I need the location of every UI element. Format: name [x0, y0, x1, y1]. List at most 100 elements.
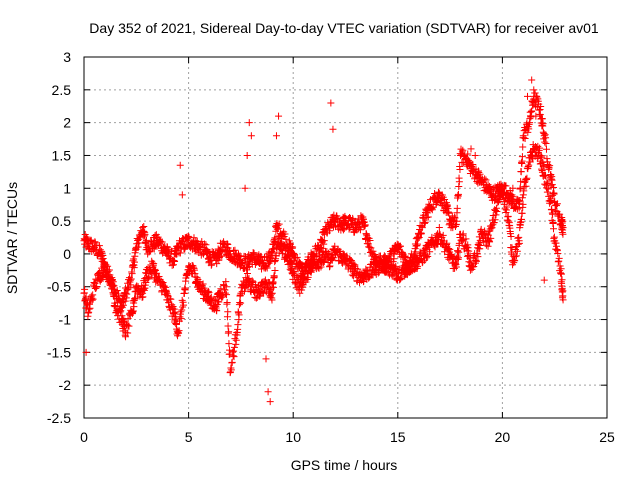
x-tick-label: 20	[495, 429, 511, 445]
data-point	[519, 200, 527, 208]
data-point	[472, 257, 480, 265]
data-point	[280, 242, 288, 250]
data-point	[544, 185, 552, 193]
data-point	[129, 307, 137, 315]
data-point	[298, 286, 306, 294]
data-point	[366, 243, 374, 251]
data-point	[102, 261, 110, 269]
data-point	[435, 223, 443, 231]
data-point	[327, 99, 335, 107]
data-point	[142, 236, 150, 244]
data-point	[536, 144, 544, 152]
data-point	[517, 168, 525, 176]
data-point	[459, 230, 467, 238]
data-point	[481, 175, 489, 183]
data-point	[264, 388, 272, 396]
data-point	[145, 273, 153, 281]
data-point	[218, 252, 226, 260]
data-point	[451, 214, 459, 222]
chart-title: Day 352 of 2021, Sidereal Day-to-day VTE…	[89, 20, 599, 36]
data-point	[465, 247, 473, 255]
data-point	[224, 308, 232, 316]
data-point	[452, 263, 460, 271]
data-point	[99, 255, 107, 263]
data-point	[281, 230, 289, 238]
data-point	[199, 280, 207, 288]
data-point	[501, 205, 509, 213]
data-point	[550, 190, 558, 198]
data-point	[559, 230, 567, 238]
data-point	[142, 269, 150, 277]
data-point	[539, 158, 547, 166]
data-point	[418, 224, 426, 232]
data-point	[550, 225, 558, 233]
data-point	[509, 184, 517, 192]
data-point	[486, 238, 494, 246]
data-point	[420, 246, 428, 254]
data-point	[266, 398, 274, 406]
data-point	[131, 295, 139, 303]
y-tick-label: 1	[63, 180, 71, 196]
data-point	[213, 307, 221, 315]
data-point	[215, 298, 223, 306]
data-point	[532, 112, 540, 120]
data-point	[318, 244, 326, 252]
data-point	[290, 249, 298, 257]
data-point	[464, 150, 472, 158]
data-point	[512, 252, 520, 260]
data-point	[482, 241, 490, 249]
data-point	[414, 240, 422, 248]
data-point	[455, 248, 463, 256]
data-point	[454, 247, 462, 255]
data-point	[275, 220, 283, 228]
data-point	[454, 190, 462, 198]
data-point	[93, 283, 101, 291]
data-point	[511, 253, 519, 261]
data-point	[320, 257, 328, 265]
data-point	[95, 242, 103, 250]
data-point	[166, 295, 174, 303]
data-point	[543, 188, 551, 196]
data-point	[150, 260, 158, 268]
data-point	[539, 120, 547, 128]
data-point	[263, 264, 271, 272]
data-point	[500, 181, 508, 189]
data-point	[81, 285, 89, 293]
data-point	[128, 270, 136, 278]
x-tick-label: 5	[185, 429, 193, 445]
data-point	[455, 183, 463, 191]
data-point	[356, 226, 364, 234]
data-point	[221, 289, 229, 297]
data-point	[119, 301, 127, 309]
data-point	[136, 233, 144, 241]
data-point	[237, 299, 245, 307]
y-tick-label: 0.5	[52, 213, 72, 229]
data-point	[547, 197, 555, 205]
data-point	[127, 281, 135, 289]
data-point	[113, 286, 121, 294]
y-tick-label: 2	[63, 115, 71, 131]
x-axis-label: GPS time / hours	[291, 457, 398, 473]
axes: 0 5 10 15 20 25 -2.5 -2 -1.5 -1 -0.5 0 0.5 1 1.5 2 2.5 3	[47, 49, 615, 445]
data-point	[538, 153, 546, 161]
data-point	[223, 299, 231, 307]
data-point	[222, 243, 230, 251]
x-tick-label: 10	[285, 429, 301, 445]
y-tick-label: -1.5	[47, 344, 71, 360]
data-point	[541, 138, 549, 146]
data-point	[542, 172, 550, 180]
data-point	[177, 315, 185, 323]
data-point	[514, 240, 522, 248]
data-point	[180, 301, 188, 309]
data-point	[275, 112, 283, 120]
data-point	[123, 321, 131, 329]
data-point	[227, 366, 235, 374]
data-point	[552, 202, 560, 210]
data-point	[537, 152, 545, 160]
data-point	[235, 311, 243, 319]
data-point	[453, 217, 461, 225]
data-point	[524, 92, 532, 100]
data-point	[268, 296, 276, 304]
data-point	[415, 233, 423, 241]
data-point	[474, 253, 482, 261]
